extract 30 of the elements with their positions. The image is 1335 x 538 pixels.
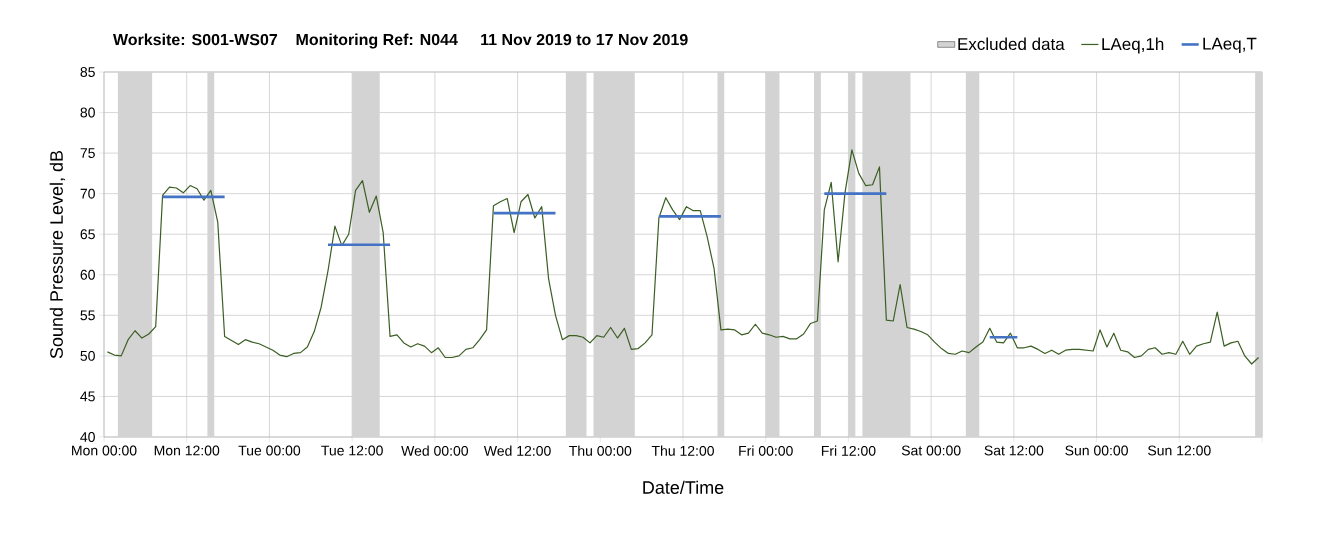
x-tick-label: Fri 00:00: [739, 445, 793, 456]
x-tick-label: Sun 12:00: [1148, 445, 1211, 456]
x-tick-label: Mon 12:00: [154, 445, 220, 456]
x-tick-label: Thu 00:00: [569, 445, 632, 456]
x-tick-label: Sat 00:00: [901, 445, 961, 456]
x-axis-title: Date/Time: [643, 480, 724, 494]
y-tick-label: 40: [80, 432, 95, 442]
y-tick-label: 45: [80, 391, 95, 402]
x-tick-label: Wed 00:00: [401, 445, 469, 456]
y-tick-label: 70: [80, 188, 95, 199]
y-tick-label: 60: [80, 269, 95, 280]
x-tick-label: Sun 00:00: [1065, 445, 1128, 456]
y-tick-label: 85: [80, 67, 95, 77]
x-tick-label: Fri 12:00: [821, 445, 876, 456]
y-tick-label: 75: [80, 148, 95, 158]
y-tick-label: 65: [80, 229, 95, 240]
x-tick-label: Sat 12:00: [984, 445, 1044, 456]
chart-title: Worksite: S001-WS07 Monitoring Ref: N044 11 Nov 2019 to 17 Nov 2019: [113, 33, 688, 49]
x-tick-label: Tue 00:00: [238, 445, 301, 456]
y-axis-title: Sound Pressure Level, dB: [49, 150, 66, 359]
x-tick-label: Tue 12:00: [321, 445, 383, 456]
x-tick-label: Wed 12:00: [483, 445, 551, 456]
legend-label: Excluded data: [958, 37, 1065, 51]
legend-label: LAeq,T: [1203, 37, 1257, 54]
y-tick-label: 55: [80, 310, 95, 321]
y-tick-label: 50: [80, 350, 95, 361]
legend-label: LAeq,1h: [1102, 37, 1164, 54]
y-tick-label: 80: [80, 107, 95, 118]
x-tick-label: Mon 00:00: [72, 445, 137, 456]
x-tick-label: Thu 12:00: [651, 445, 714, 456]
